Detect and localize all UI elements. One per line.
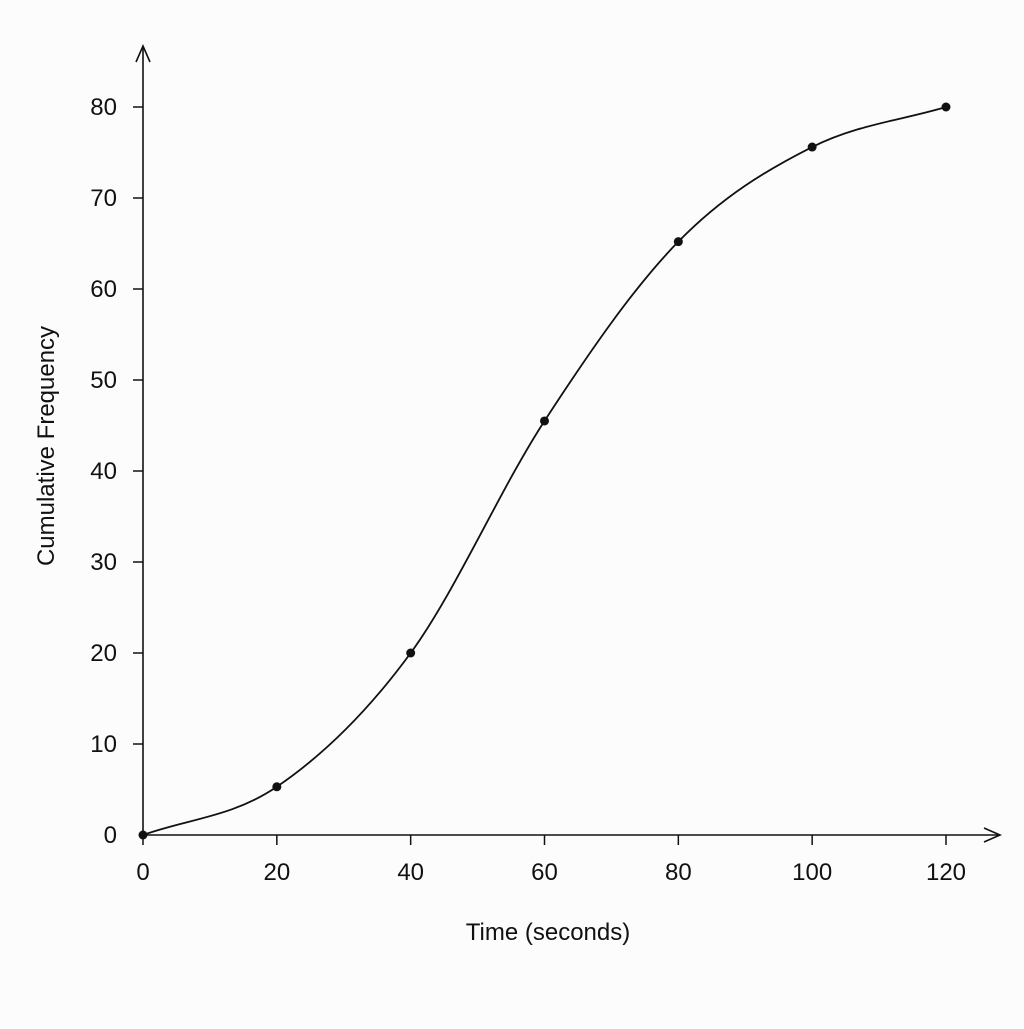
x-axis-label: Time (seconds): [466, 919, 630, 946]
data-point: [138, 830, 148, 840]
y-tick-label: 0: [104, 822, 117, 849]
x-tick-label: 100: [792, 859, 832, 886]
data-point: [941, 102, 951, 112]
y-axis-arrow: [135, 44, 151, 63]
y-axis-label: Cumulative Frequency: [33, 326, 60, 566]
data-point: [406, 648, 416, 658]
axes: [135, 44, 1002, 843]
y-tick-label: 70: [90, 185, 117, 212]
y-tick-label: 60: [90, 276, 117, 303]
x-tick-label: 120: [926, 859, 966, 886]
data-point: [540, 416, 549, 426]
y-tick-label: 20: [90, 640, 117, 667]
x-tick-label: 40: [397, 859, 424, 886]
x-tick-label: 60: [531, 859, 558, 886]
x-tick-label: 80: [665, 859, 692, 886]
y-tick-label: 10: [90, 731, 117, 758]
series-curve: [142, 106, 947, 836]
ticks: 0 20 40 60 80 100 120 0 10 20 30 40 50 60 70 80: [90, 94, 966, 886]
x-tick-label: 0: [136, 859, 149, 886]
y-tick-label: 40: [90, 458, 117, 485]
y-tick-label: 30: [90, 549, 117, 576]
data-point: [807, 142, 817, 152]
x-tick-label: 20: [263, 859, 290, 886]
data-point: [272, 782, 282, 792]
series-line: [142, 106, 947, 836]
x-axis-arrow: [983, 827, 1002, 843]
y-tick-label: 80: [90, 94, 117, 121]
data-point: [673, 237, 683, 247]
data-points: [138, 102, 951, 840]
y-tick-label: 50: [90, 367, 117, 394]
